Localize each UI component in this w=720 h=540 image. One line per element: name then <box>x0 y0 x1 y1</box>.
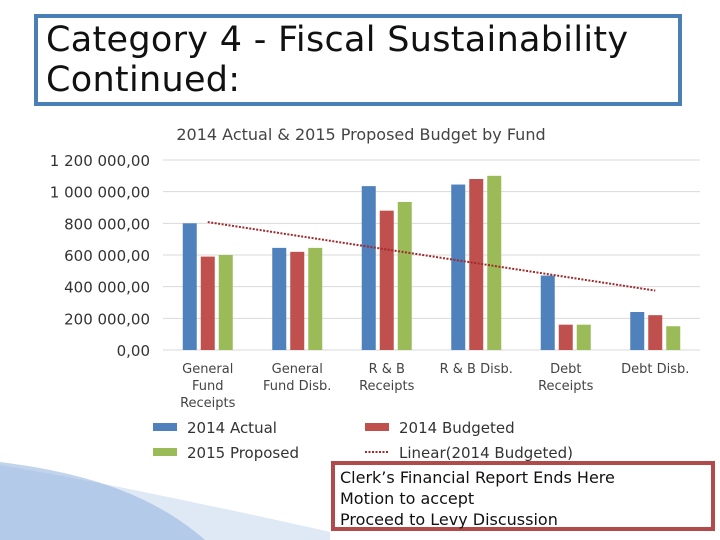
legend-2015-proposed-label: 2015 Proposed <box>187 444 299 462</box>
bar-2014-budgeted-1 <box>290 251 305 350</box>
x-category-label-line: General <box>182 362 233 377</box>
trendline-2014-budgeted <box>207 221 656 292</box>
bar-2015-proposed-4 <box>576 324 591 350</box>
bar-2014-budgeted-5 <box>648 315 663 350</box>
x-axis-categories: General Fund Receipts General Fund Disb. R & … <box>180 362 689 411</box>
note-line-3: Proceed to Levy Discussion <box>340 510 558 529</box>
note-line-1: Clerk’s Financial Report Ends Here <box>340 468 615 487</box>
bar-2015-proposed-3 <box>487 175 502 350</box>
note-box: Clerk’s Financial Report Ends Here Motio… <box>331 461 715 531</box>
x-category-label: General Fund Receipts <box>180 362 236 411</box>
x-category-label-line: Fund <box>192 379 224 394</box>
note-line-2: Motion to accept <box>340 489 475 508</box>
bar-2014-actual-2 <box>361 186 376 350</box>
bar-2014-actual-3 <box>451 184 466 350</box>
chart-bars <box>182 175 681 350</box>
x-category-label-line: Receipts <box>359 379 415 394</box>
x-category-label: R & B Disb. <box>440 362 513 377</box>
legend-2014-actual-swatch <box>153 423 177 431</box>
legend-2014-budgeted-label: 2014 Budgeted <box>399 419 515 437</box>
legend-2015-proposed-swatch <box>153 448 177 456</box>
chart-title: 2014 Actual & 2015 Proposed Budget by Fu… <box>176 125 545 144</box>
x-category-label-line: Debt <box>550 362 581 377</box>
chart-trendline <box>207 221 656 292</box>
chart-gridlines <box>163 159 700 351</box>
slide-corner-decoration <box>0 462 330 540</box>
legend-2014-actual-label: 2014 Actual <box>187 419 277 437</box>
bar-2014-actual-0 <box>182 223 197 350</box>
y-tick-label: 400 000,00 <box>64 279 150 297</box>
bar-2015-proposed-5 <box>666 326 681 350</box>
y-tick-label: 0,00 <box>117 342 150 360</box>
y-tick-label: 1 200 000,00 <box>50 152 150 170</box>
slide-title: Category 4 - Fiscal Sustainability Conti… <box>34 14 682 106</box>
bar-2015-proposed-2 <box>397 201 412 350</box>
y-tick-label: 200 000,00 <box>64 310 150 328</box>
x-category-label-line: Debt Disb. <box>621 362 689 377</box>
y-axis-ticks: 0,00 200 000,00 400 000,00 600 000,00 800 00… <box>50 152 150 360</box>
bar-2014-budgeted-4 <box>558 324 573 350</box>
slide-title-line-1: Category 4 - Fiscal Sustainability <box>46 20 629 60</box>
x-category-label: Debt Disb. <box>621 362 689 377</box>
bar-2014-budgeted-0 <box>200 256 215 350</box>
x-category-label-line: Receipts <box>180 396 236 411</box>
y-tick-label: 600 000,00 <box>64 247 150 265</box>
bar-2014-actual-4 <box>540 275 555 350</box>
legend-2014-budgeted-swatch <box>365 423 389 431</box>
x-category-label: General Fund Disb. <box>263 362 331 394</box>
slide-title-line-2: Continued: <box>46 60 241 100</box>
x-category-label: R & B Receipts <box>359 362 415 394</box>
bar-2014-budgeted-3 <box>469 179 484 350</box>
corner-swoosh-dark <box>0 462 205 540</box>
x-category-label-line: R & B Disb. <box>440 362 513 377</box>
bar-2015-proposed-0 <box>218 255 233 350</box>
bar-2015-proposed-1 <box>308 247 323 350</box>
y-tick-label: 1 000 000,00 <box>50 184 150 202</box>
x-category-label: Debt Receipts <box>538 362 594 394</box>
bar-2014-actual-5 <box>630 312 645 350</box>
bar-2014-budgeted-2 <box>379 210 394 350</box>
chart-legend: 2014 Actual 2014 Budgeted 2015 Proposed Lin… <box>153 419 573 462</box>
x-category-label-line: R & B <box>369 362 405 377</box>
x-category-label-line: Receipts <box>538 379 594 394</box>
y-tick-label: 800 000,00 <box>64 215 150 233</box>
x-category-label-line: Fund Disb. <box>263 379 331 394</box>
bar-2014-actual-1 <box>272 247 287 350</box>
x-category-label-line: General <box>272 362 323 377</box>
legend-linear-2014-budgeted--label: Linear(2014 Budgeted) <box>399 444 573 462</box>
